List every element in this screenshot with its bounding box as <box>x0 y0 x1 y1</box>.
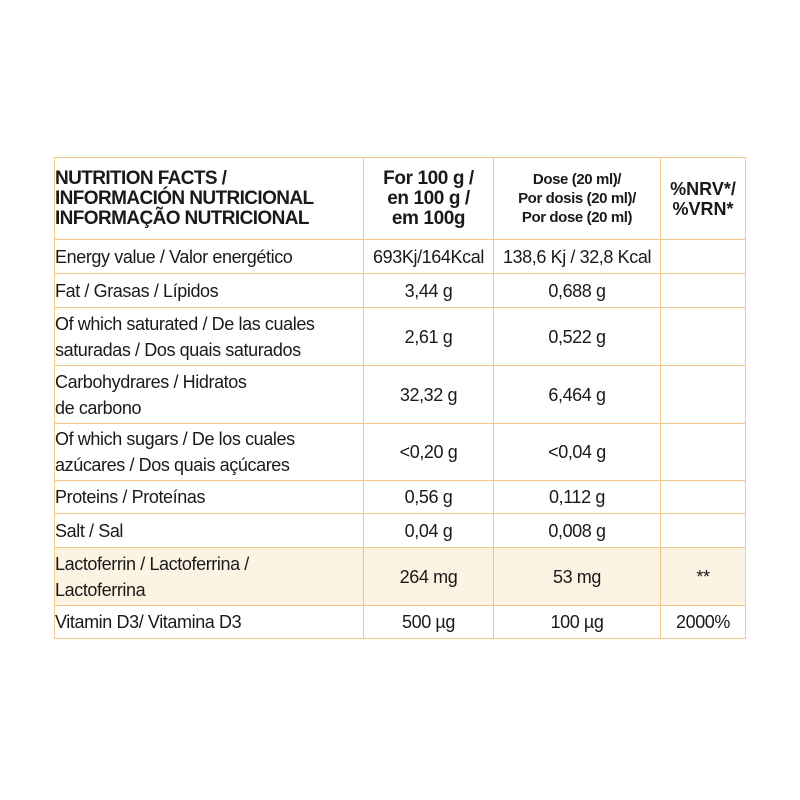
value-per-dose: 6,464 g <box>493 365 661 424</box>
header-per-dose: Dose (20 ml)/ Por dosis (20 ml)/ Por dos… <box>493 157 661 240</box>
header-dose-line: Dose (20 ml)/ <box>532 171 622 188</box>
value-per-dose: 100 µg <box>493 605 661 639</box>
header-per100-line: em 100g <box>391 207 466 229</box>
value-per-100g: 0,56 g <box>363 480 494 514</box>
header-nrv-line: %NRV*/ <box>670 178 736 199</box>
table-row: Of which saturated / De las cuales satur… <box>54 307 746 366</box>
nutrient-name: Of which sugars / De los cuales azúcares… <box>54 423 364 481</box>
nutrient-name: Fat / Grasas / Lípidos <box>54 273 364 308</box>
nutrient-name: Carbohydrares / Hidratos de carbono <box>54 365 364 424</box>
value-nrv: ** <box>660 547 746 606</box>
header-per-100g: For 100 g / en 100 g / em 100g <box>363 157 494 240</box>
nutrient-name-line: Proteins / Proteínas <box>55 487 206 507</box>
nutrition-facts-table: NUTRITION FACTS / INFORMACIÓN NUTRICIONA… <box>54 157 746 639</box>
header-per100-line: en 100 g / <box>387 187 470 209</box>
value-per-100g: 0,04 g <box>363 513 494 548</box>
nutrient-name: Proteins / Proteínas <box>54 480 364 514</box>
table-row: Energy value / Valor energético 693Kj/16… <box>54 239 746 274</box>
header-per100-line: For 100 g / <box>383 167 474 189</box>
value-nrv: 2000% <box>660 605 746 639</box>
nutrient-name: Lactoferrin / Lactoferrina / Lactoferrin… <box>54 547 364 606</box>
table-row: Carbohydrares / Hidratos de carbono 32,3… <box>54 365 746 424</box>
value-per-dose: 53 mg <box>493 547 661 606</box>
nutrient-name-line: Energy value / Valor energético <box>55 246 293 267</box>
nutrient-name-line: Lactoferrin / Lactoferrina / <box>55 553 249 574</box>
value-per-dose: <0,04 g <box>493 423 661 481</box>
nutrient-name: Salt / Sal <box>54 513 364 548</box>
value-nrv <box>660 365 746 424</box>
header-name-line: NUTRITION FACTS / <box>55 167 227 189</box>
value-nrv <box>660 513 746 548</box>
value-per-dose: 138,6 Kj / 32,8 Kcal <box>493 239 661 274</box>
value-nrv <box>660 480 746 514</box>
table-row: Proteins / Proteínas 0,56 g 0,112 g <box>54 480 746 514</box>
value-per-100g: 32,32 g <box>363 365 494 424</box>
nutrient-name-line: azúcares / Dos quais açúcares <box>55 455 290 475</box>
value-per-dose: 0,688 g <box>493 273 661 308</box>
nutrient-name: Energy value / Valor energético <box>54 239 364 274</box>
value-per-dose: 0,522 g <box>493 307 661 366</box>
nutrient-name-line: Of which sugars / De los cuales <box>55 429 295 449</box>
nutrient-name-line: Vitamin D3/ Vitamina D3 <box>55 612 242 632</box>
table-row: Fat / Grasas / Lípidos 3,44 g 0,688 g <box>54 273 746 308</box>
value-nrv <box>660 423 746 481</box>
value-per-dose: 0,112 g <box>493 480 661 514</box>
nutrient-name-line: Salt / Sal <box>55 520 124 541</box>
value-nrv <box>660 239 746 274</box>
nutrient-name: Of which saturated / De las cuales satur… <box>54 307 364 366</box>
nutrient-name: Vitamin D3/ Vitamina D3 <box>54 605 364 639</box>
value-per-100g: 2,61 g <box>363 307 494 366</box>
header-dose-line: Por dosis (20 ml)/ <box>518 190 636 207</box>
table-row: Salt / Sal 0,04 g 0,008 g <box>54 513 746 548</box>
header-name-line: INFORMAÇÃO NUTRICIONAL <box>55 207 309 229</box>
value-nrv <box>660 307 746 366</box>
header-nrv-line: %VRN* <box>672 198 734 219</box>
nutrient-name-line: Carbohydrares / Hidratos <box>55 371 247 392</box>
header-dose-line: Por dose (20 ml) <box>521 209 633 226</box>
nutrient-name-line: Of which saturated / De las cuales <box>55 313 315 334</box>
header-nrv: %NRV*/ %VRN* <box>660 157 746 240</box>
value-per-100g: 500 µg <box>363 605 494 639</box>
table-row: Lactoferrin / Lactoferrina / Lactoferrin… <box>54 547 746 606</box>
table-header-row: NUTRITION FACTS / INFORMACIÓN NUTRICIONA… <box>54 157 746 240</box>
nutrient-name-line: Lactoferrina <box>55 579 146 600</box>
value-per-100g: 264 mg <box>363 547 494 606</box>
nutrient-name-line: Fat / Grasas / Lípidos <box>55 280 219 301</box>
value-per-100g: 3,44 g <box>363 273 494 308</box>
nutrient-name-line: saturadas / Dos quais saturados <box>55 339 301 360</box>
table-row: Vitamin D3/ Vitamina D3 500 µg 100 µg 20… <box>54 605 746 639</box>
table-row: Of which sugars / De los cuales azúcares… <box>54 423 746 481</box>
value-per-dose: 0,008 g <box>493 513 661 548</box>
nutrient-name-line: de carbono <box>55 397 142 418</box>
header-nutrition-facts: NUTRITION FACTS / INFORMACIÓN NUTRICIONA… <box>54 157 364 240</box>
value-per-100g: <0,20 g <box>363 423 494 481</box>
value-per-100g: 693Kj/164Kcal <box>363 239 494 274</box>
value-nrv <box>660 273 746 308</box>
header-name-line: INFORMACIÓN NUTRICIONAL <box>55 187 314 209</box>
